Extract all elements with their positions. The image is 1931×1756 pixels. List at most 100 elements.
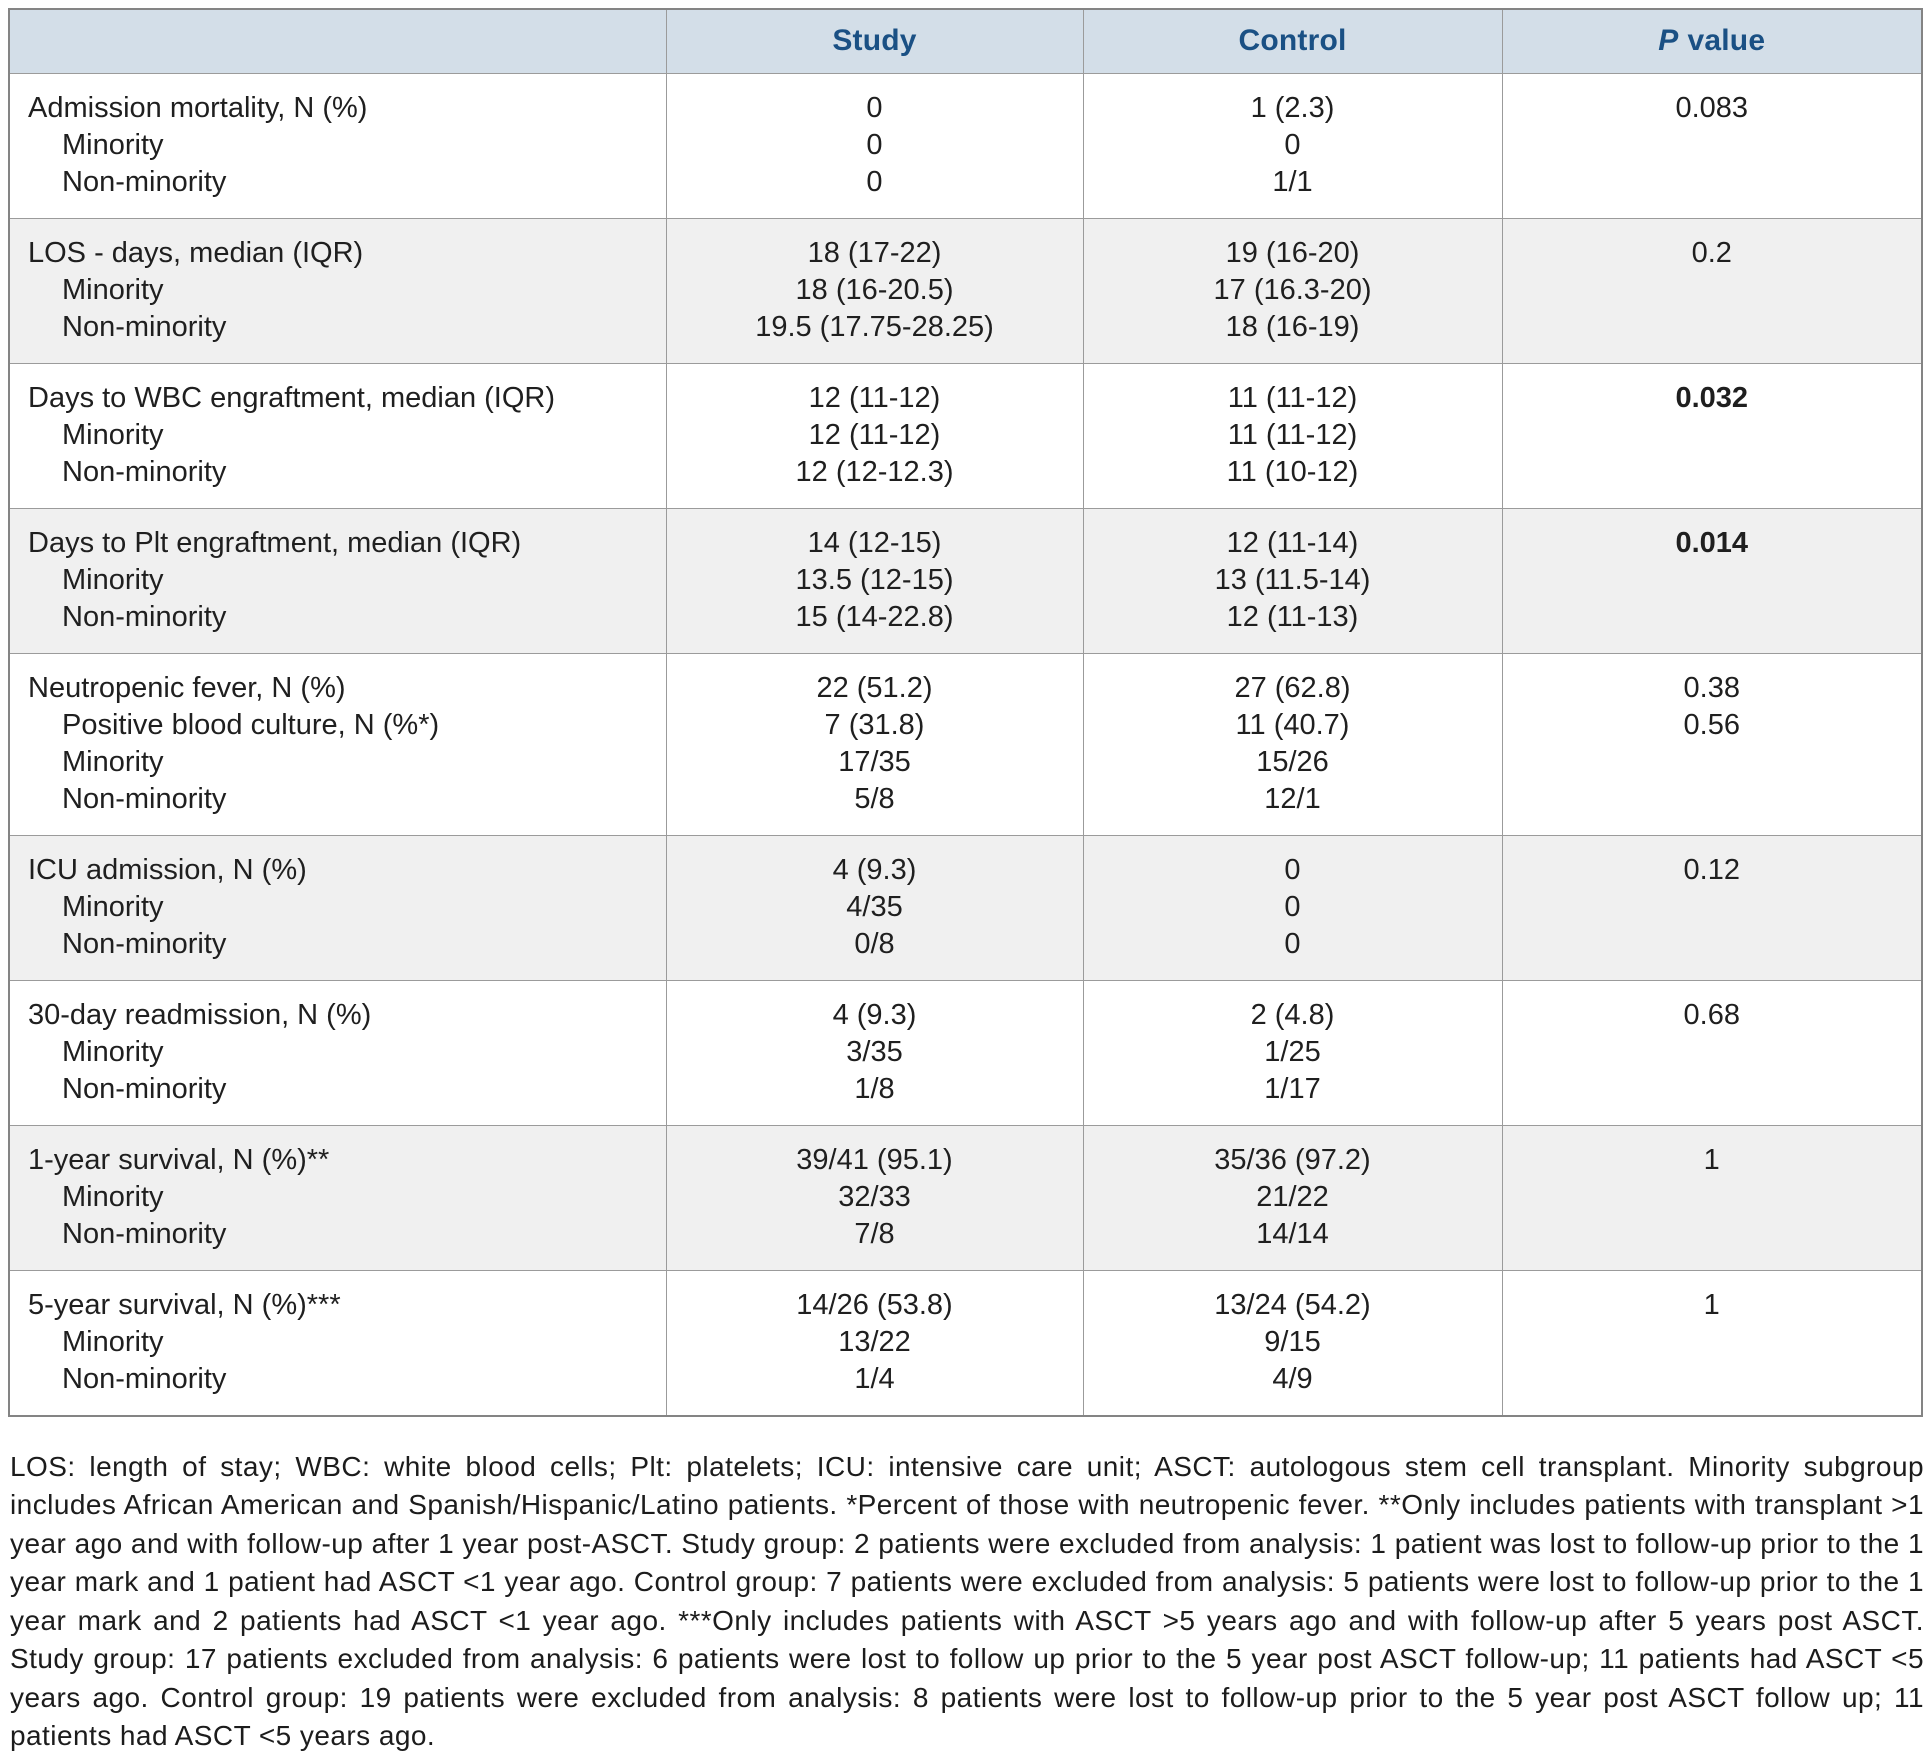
row-label: Days to WBC engraftment, median (IQR) — [28, 381, 555, 414]
row-label-cell: ICU admission, N (%) Minority Non-minority — [8, 834, 667, 981]
study-value: 5/8 — [854, 782, 895, 815]
header-study: Study — [665, 8, 1084, 74]
control-value: 11 (40.7) — [1235, 708, 1350, 741]
p-value-cell: 0.68 — [1501, 979, 1923, 1126]
row-label: LOS - days, median (IQR) — [28, 236, 364, 269]
study-value: 19.5 (17.75-28.25) — [755, 310, 994, 343]
study-value: 7/8 — [854, 1217, 895, 1250]
control-value: 12 (11-14) — [1226, 526, 1359, 559]
study-value: 1/4 — [854, 1362, 895, 1395]
study-value-cell: 22 (51.2) 7 (31.8) 17/35 5/8 — [665, 652, 1084, 836]
study-value: 13.5 (12-15) — [795, 563, 954, 596]
table-row: 1-year survival, N (%)** Minority Non-mino… — [8, 1124, 1923, 1271]
row-sublabel: Minority — [62, 128, 164, 161]
control-value: 0 — [1284, 853, 1301, 886]
study-value-cell: 12 (11-12) 12 (11-12) 12 (12-12.3) — [665, 362, 1084, 509]
study-value: 17/35 — [838, 745, 911, 778]
row-sublabel: Non-minority — [62, 165, 227, 198]
table-row: 30-day readmission, N (%) Minority Non-min… — [8, 979, 1923, 1126]
row-label: 1-year survival, N (%)** — [28, 1143, 330, 1176]
row-label: ICU admission, N (%) — [28, 853, 307, 886]
study-value: 4/35 — [846, 890, 903, 923]
study-value-cell: 0 0 0 — [665, 72, 1084, 219]
p-value: 0.56 — [1683, 708, 1740, 741]
p-value: 1 — [1703, 1288, 1720, 1321]
row-sublabel: Minority — [62, 1035, 164, 1068]
p-value: 0.12 — [1683, 853, 1740, 886]
row-label-cell: 30-day readmission, N (%) Minority Non-min… — [8, 979, 667, 1126]
p-value: 1 — [1703, 1143, 1720, 1176]
row-sublabel: Minority — [62, 563, 164, 596]
p-value: 0.014 — [1675, 526, 1749, 559]
row-label-cell: Days to WBC engraftment, median (IQR) Min… — [8, 362, 667, 509]
study-value: 22 (51.2) — [816, 671, 933, 704]
study-value: 32/33 — [838, 1180, 911, 1213]
control-value: 11 (10-12) — [1226, 455, 1359, 488]
header-p-word: value — [1687, 24, 1766, 58]
row-label: Neutropenic fever, N (%) — [28, 671, 346, 704]
control-value: 21/22 — [1256, 1180, 1329, 1213]
control-value: 1 (2.3) — [1250, 91, 1335, 124]
row-sublabel: Non-minority — [62, 600, 227, 633]
study-value-cell: 39/41 (95.1) 32/33 7/8 — [665, 1124, 1084, 1271]
row-sublabel: Non-minority — [62, 455, 227, 488]
row-sublabel: Minority — [62, 1325, 164, 1358]
row-sublabel: Minority — [62, 418, 164, 451]
outcomes-table-body: Admission mortality, N (%) Minority Non-mi… — [8, 72, 1923, 1416]
row-sublabel: Non-minority — [62, 1217, 227, 1250]
row-label-cell: LOS - days, median (IQR) Minority Non-mino… — [8, 217, 667, 364]
study-value-cell: 14/26 (53.8) 13/22 1/4 — [665, 1269, 1084, 1416]
study-value: 18 (17-22) — [807, 236, 942, 269]
table-row: ICU admission, N (%) Minority Non-minority… — [8, 834, 1923, 981]
p-value-cell: 0.032 — [1501, 362, 1923, 509]
study-value: 7 (31.8) — [824, 708, 925, 741]
p-value-cell: 0.2 — [1501, 217, 1923, 364]
row-label-cell: Neutropenic fever, N (%) Positive blood c… — [8, 652, 667, 836]
table-row: Neutropenic fever, N (%) Positive blood c… — [8, 652, 1923, 836]
header-empty-cell — [8, 8, 667, 74]
p-value-cell: 0.014 — [1501, 507, 1923, 654]
row-sublabel: Non-minority — [62, 310, 227, 343]
control-value: 17 (16.3-20) — [1213, 273, 1372, 306]
row-sublabel: Positive blood culture, N (%*) — [62, 708, 440, 741]
control-value-cell: 27 (62.8) 11 (40.7) 15/26 12/1 — [1082, 652, 1503, 836]
table-row: 5-year survival, N (%)*** Minority Non-min… — [8, 1269, 1923, 1416]
row-label: 30-day readmission, N (%) — [28, 998, 372, 1031]
row-sublabel: Non-minority — [62, 1072, 227, 1105]
control-value: 2 (4.8) — [1250, 998, 1335, 1031]
control-value-cell: 35/36 (97.2) 21/22 14/14 — [1082, 1124, 1503, 1271]
table-row: Days to WBC engraftment, median (IQR) Min… — [8, 362, 1923, 509]
p-value-cell: 0.38 0.56 — [1501, 652, 1923, 836]
control-value: 35/36 (97.2) — [1214, 1143, 1371, 1176]
row-label: 5-year survival, N (%)*** — [28, 1288, 341, 1321]
study-value: 0 — [866, 128, 883, 161]
study-value: 12 (11-12) — [808, 418, 941, 451]
study-value: 14 (12-15) — [807, 526, 942, 559]
study-value-cell: 18 (17-22) 18 (16-20.5) 19.5 (17.75-28.25) — [665, 217, 1084, 364]
control-value: 4/9 — [1272, 1362, 1313, 1395]
table-row: Admission mortality, N (%) Minority Non-mi… — [8, 72, 1923, 219]
study-value: 4 (9.3) — [832, 853, 917, 886]
study-value: 13/22 — [838, 1325, 911, 1358]
study-value: 14/26 (53.8) — [796, 1288, 953, 1321]
study-value: 0 — [866, 91, 883, 124]
control-value: 12 (11-13) — [1226, 600, 1359, 633]
control-value: 1/17 — [1264, 1072, 1321, 1105]
control-value: 1/1 — [1272, 165, 1313, 198]
p-value-cell: 0.083 — [1501, 72, 1923, 219]
study-value: 12 (11-12) — [808, 381, 941, 414]
control-value-cell: 11 (11-12) 11 (11-12) 11 (10-12) — [1082, 362, 1503, 509]
row-label: Days to Plt engraftment, median (IQR) — [28, 526, 522, 559]
control-value: 15/26 — [1256, 745, 1329, 778]
control-value: 9/15 — [1264, 1325, 1321, 1358]
control-value: 12/1 — [1264, 782, 1321, 815]
control-value: 1/25 — [1264, 1035, 1321, 1068]
p-value-cell: 1 — [1501, 1269, 1923, 1416]
study-value: 12 (12-12.3) — [795, 455, 954, 488]
p-value: 0.68 — [1683, 998, 1740, 1031]
p-value: 0.38 — [1683, 671, 1740, 704]
control-value: 13 (11.5-14) — [1214, 563, 1371, 596]
study-value-cell: 4 (9.3) 4/35 0/8 — [665, 834, 1084, 981]
